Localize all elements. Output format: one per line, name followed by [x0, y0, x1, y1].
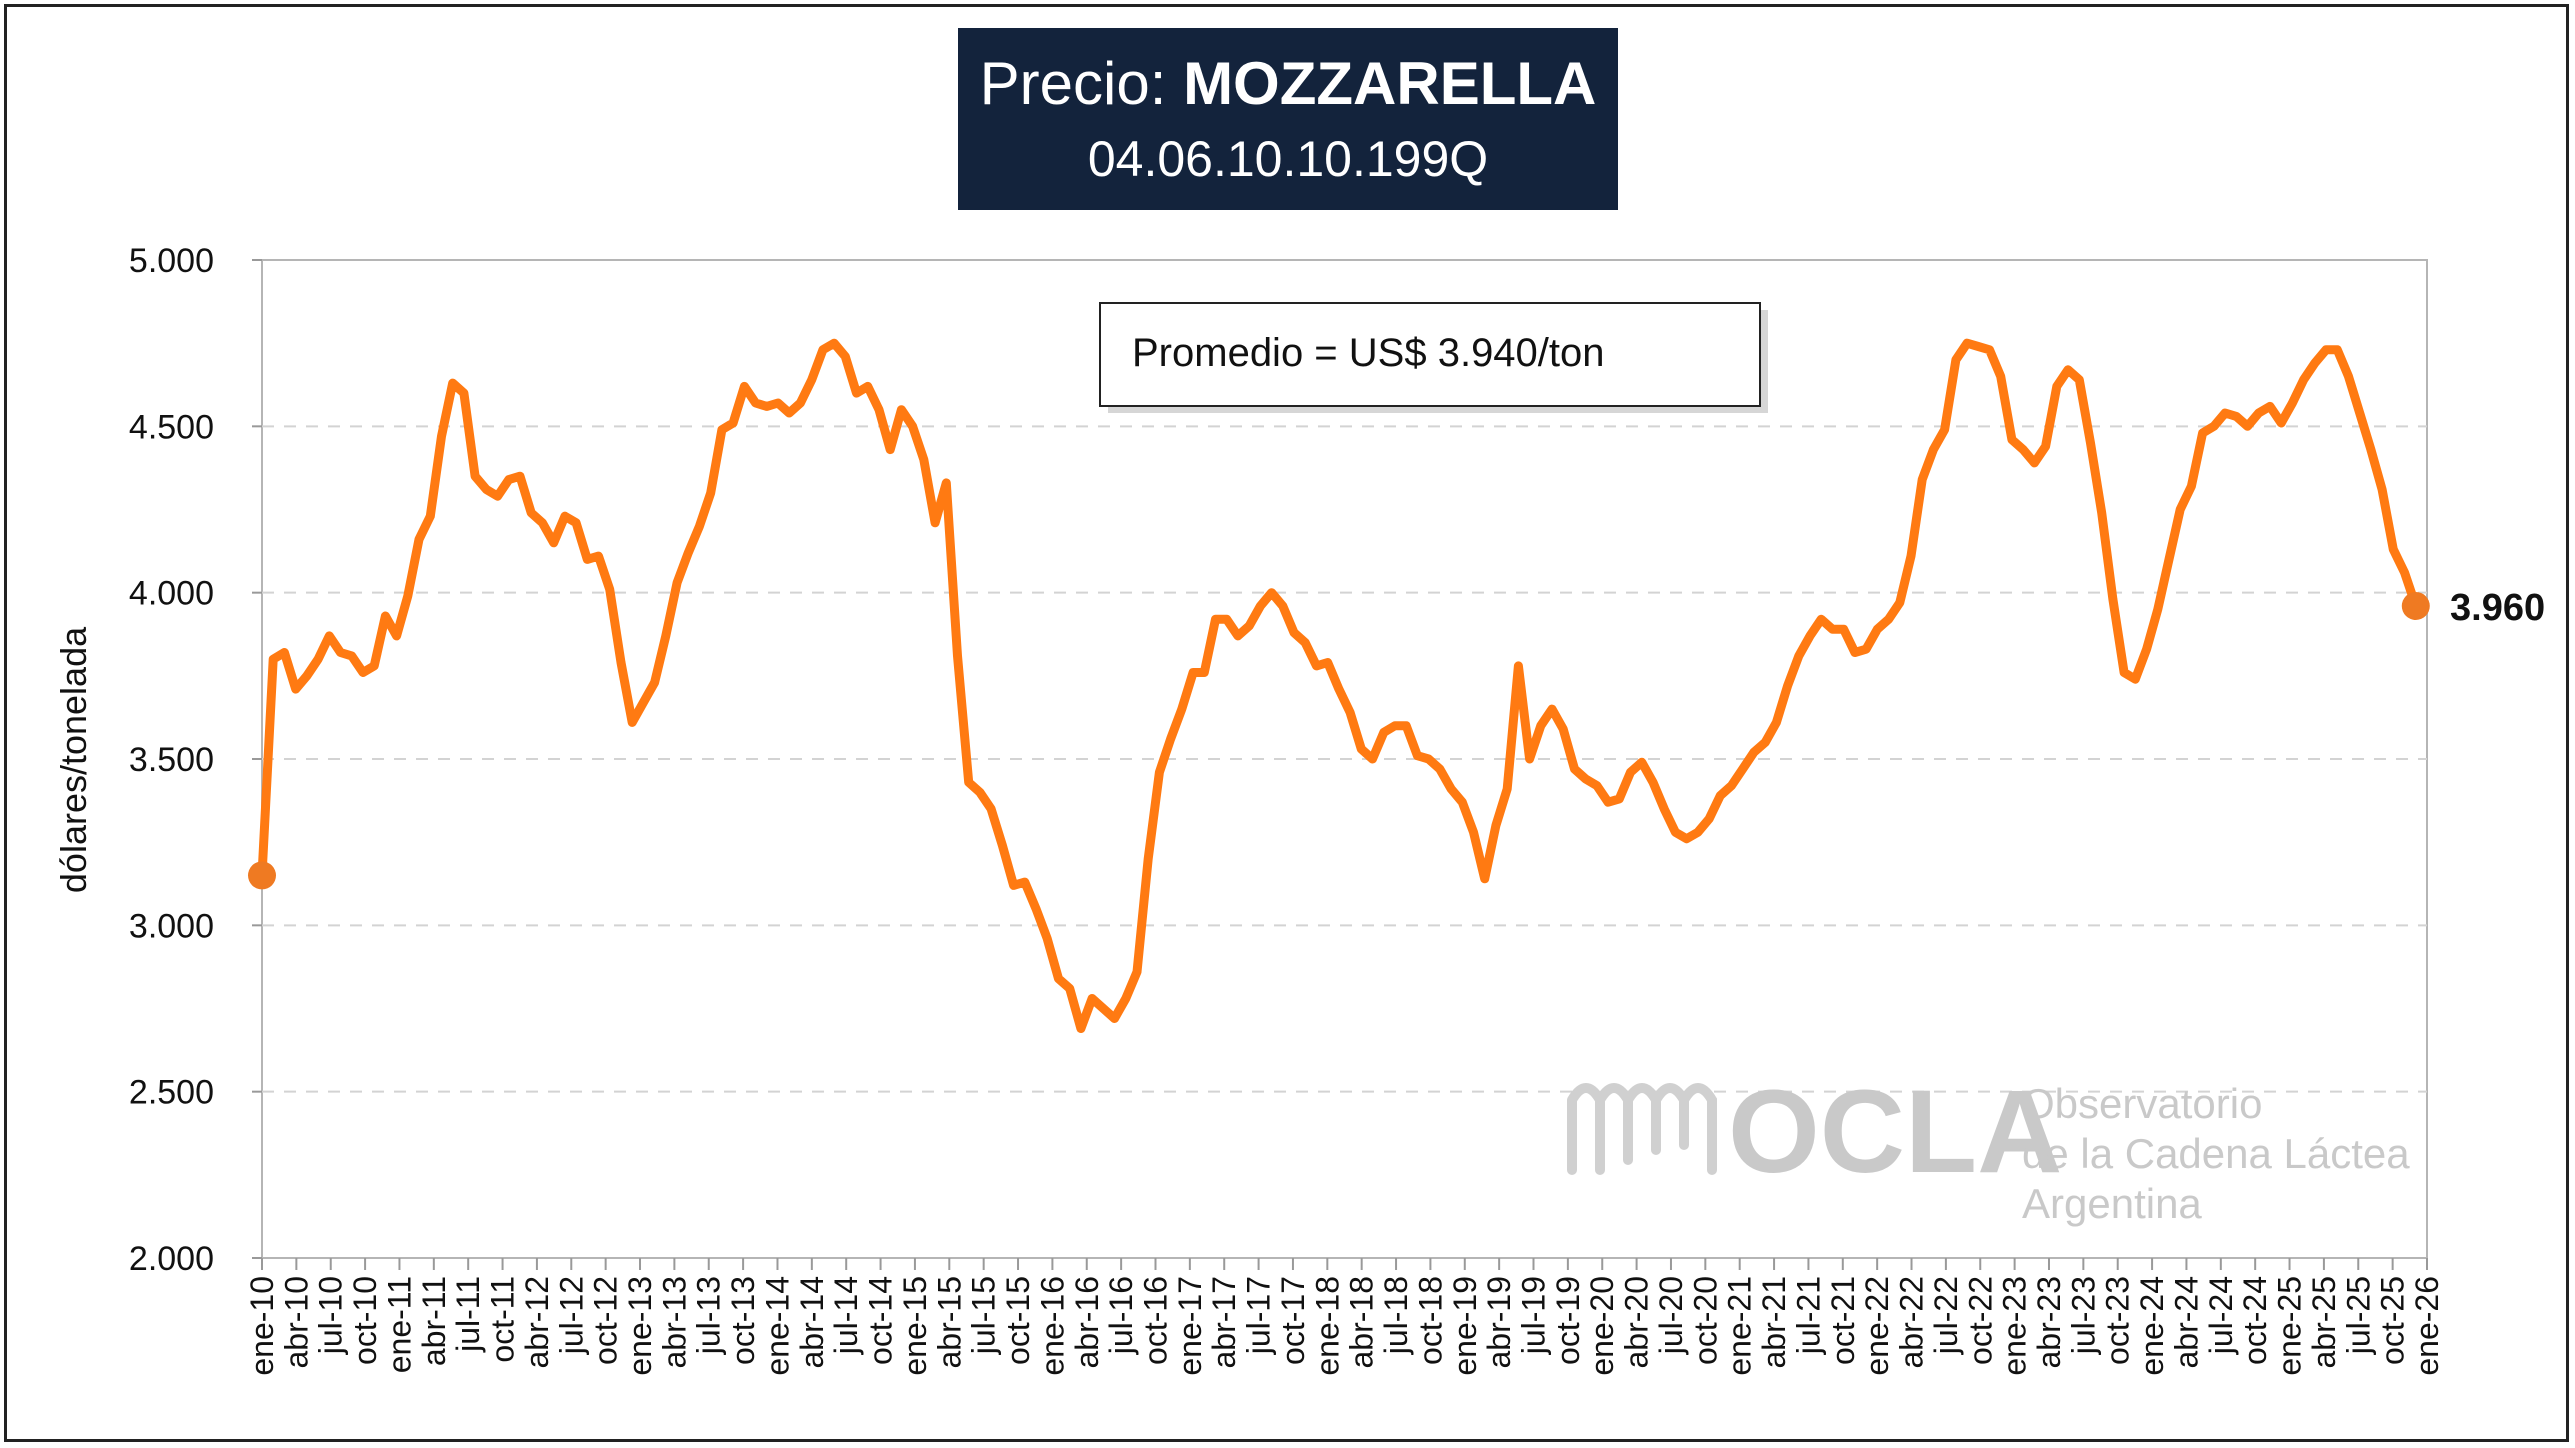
start-point-marker	[248, 861, 276, 890]
y-axis-ticks: 2.000 2.500 3.000 3.500 4.000 4.500 5.000	[129, 242, 262, 1278]
x-tick-label: jul-18	[1378, 1276, 1414, 1355]
x-tick-label: jul-14	[828, 1276, 864, 1355]
x-tick-label: ene-19	[1447, 1276, 1483, 1376]
y-tick-label: 2.500	[129, 1074, 214, 1112]
x-tick-label: ene-10	[244, 1276, 280, 1376]
x-tick-label: jul-21	[1790, 1276, 1826, 1355]
x-tick-label: abr-10	[278, 1276, 314, 1369]
x-tick-label: jul-13	[691, 1276, 727, 1355]
y-tick-label: 3.500	[129, 741, 214, 779]
y-tick-label: 5.000	[129, 242, 214, 280]
ocla-watermark: OCLA Observatorio de la Cadena Láctea Ar…	[1567, 1066, 2410, 1227]
chart-subtitle: 04.06.10.10.199Q	[1087, 131, 1489, 187]
y-tick-label: 4.500	[129, 408, 214, 446]
x-tick-label: oct-22	[1962, 1276, 1998, 1365]
x-tick-label: oct-11	[485, 1276, 521, 1363]
x-tick-label: abr-14	[794, 1276, 830, 1369]
x-tick-label: jul-12	[553, 1276, 589, 1355]
x-tick-label: jul-24	[2203, 1276, 2239, 1355]
x-tick-label: oct-21	[1825, 1276, 1861, 1365]
x-tick-label: abr-24	[2168, 1276, 2204, 1369]
x-tick-label: jul-23	[2065, 1276, 2101, 1355]
x-tick-label: oct-23	[2100, 1276, 2136, 1365]
watermark-line-3: Argentina	[2022, 1180, 2202, 1227]
x-axis-ticks: ene-10abr-10jul-10oct-10ene-11abr-11jul-…	[244, 1258, 2445, 1376]
x-tick-label: ene-18	[1309, 1276, 1345, 1376]
x-tick-label: ene-23	[1997, 1276, 2033, 1376]
x-tick-label: ene-24	[2134, 1276, 2170, 1376]
x-tick-label: ene-16	[1034, 1276, 1070, 1376]
x-tick-label: abr-15	[931, 1276, 967, 1369]
end-point-marker	[2401, 591, 2430, 620]
x-tick-label: ene-25	[2272, 1276, 2308, 1376]
x-tick-label: abr-12	[519, 1276, 555, 1369]
x-tick-label: abr-16	[1069, 1276, 1105, 1369]
series-line	[257, 338, 2421, 1033]
x-tick-label: oct-16	[1137, 1276, 1173, 1365]
watermark-line-2: de la Cadena Láctea	[2022, 1130, 2410, 1177]
x-tick-label: jul-25	[2340, 1276, 2376, 1355]
x-tick-label: ene-14	[759, 1276, 795, 1376]
average-annotation-text: Promedio = US$ 3.940/ton	[1132, 331, 1605, 375]
end-value-label: 3.960	[2450, 587, 2545, 629]
x-tick-label: abr-22	[1894, 1276, 1930, 1369]
y-axis-title: dólares/tonelada	[53, 626, 94, 893]
x-tick-label: abr-17	[1206, 1276, 1242, 1369]
x-tick-label: jul-20	[1653, 1276, 1689, 1355]
series-group	[248, 338, 2430, 1033]
x-tick-label: ene-15	[897, 1276, 933, 1376]
x-tick-label: abr-20	[1619, 1276, 1655, 1369]
x-tick-label: oct-14	[863, 1276, 899, 1365]
x-tick-label: oct-13	[725, 1276, 761, 1365]
x-tick-label: abr-13	[656, 1276, 692, 1369]
x-tick-label: ene-13	[622, 1276, 658, 1376]
average-annotation-box	[1099, 302, 1761, 407]
x-tick-label: abr-21	[1756, 1276, 1792, 1369]
x-tick-label: oct-17	[1275, 1276, 1311, 1365]
title-prefix: Precio:	[979, 50, 1184, 117]
x-tick-label: jul-17	[1241, 1276, 1277, 1355]
x-tick-label: ene-11	[381, 1276, 417, 1373]
y-tick-label: 4.000	[129, 575, 214, 613]
x-tick-label: ene-26	[2409, 1276, 2445, 1376]
x-tick-label: jul-10	[313, 1276, 349, 1355]
x-tick-label: oct-18	[1412, 1276, 1448, 1365]
x-tick-label: abr-11	[416, 1276, 452, 1366]
x-tick-label: oct-19	[1550, 1276, 1586, 1365]
ocla-logo-text: OCLA	[1728, 1066, 2062, 1198]
x-tick-label: abr-18	[1344, 1276, 1380, 1369]
x-tick-label: oct-20	[1687, 1276, 1723, 1365]
watermark-line-1: Observatorio	[2022, 1080, 2262, 1127]
x-tick-label: abr-23	[2031, 1276, 2067, 1369]
x-tick-label: jul-15	[966, 1276, 1002, 1355]
x-tick-label: oct-24	[2237, 1276, 2273, 1365]
x-tick-label: jul-16	[1103, 1276, 1139, 1355]
x-tick-label: abr-25	[2306, 1276, 2342, 1369]
x-tick-label: ene-22	[1859, 1276, 1895, 1376]
x-tick-label: ene-20	[1584, 1276, 1620, 1376]
ocla-logo-icon	[1567, 1083, 1717, 1175]
x-tick-label: ene-21	[1722, 1276, 1758, 1376]
x-tick-label: oct-15	[1000, 1276, 1036, 1365]
chart-title-box: Precio: MOZZARELLA 04.06.10.10.199Q	[958, 28, 1618, 210]
x-tick-label: jul-11	[450, 1276, 486, 1353]
x-tick-label: jul-22	[1928, 1276, 1964, 1355]
x-tick-label: oct-12	[588, 1276, 624, 1365]
title-product: MOZZARELLA	[1183, 50, 1597, 117]
x-tick-label: oct-10	[347, 1276, 383, 1365]
average-annotation: Promedio = US$ 3.940/ton	[1099, 302, 1768, 413]
x-tick-label: ene-17	[1172, 1276, 1208, 1376]
x-tick-label: jul-19	[1516, 1276, 1552, 1355]
chart-title: Precio: MOZZARELLA	[958, 28, 1618, 114]
y-tick-label: 2.000	[129, 1240, 214, 1278]
gridlines	[262, 425, 2427, 1093]
x-tick-label: abr-19	[1481, 1276, 1517, 1369]
y-tick-label: 3.000	[129, 907, 214, 945]
x-tick-label: oct-25	[2375, 1276, 2411, 1365]
